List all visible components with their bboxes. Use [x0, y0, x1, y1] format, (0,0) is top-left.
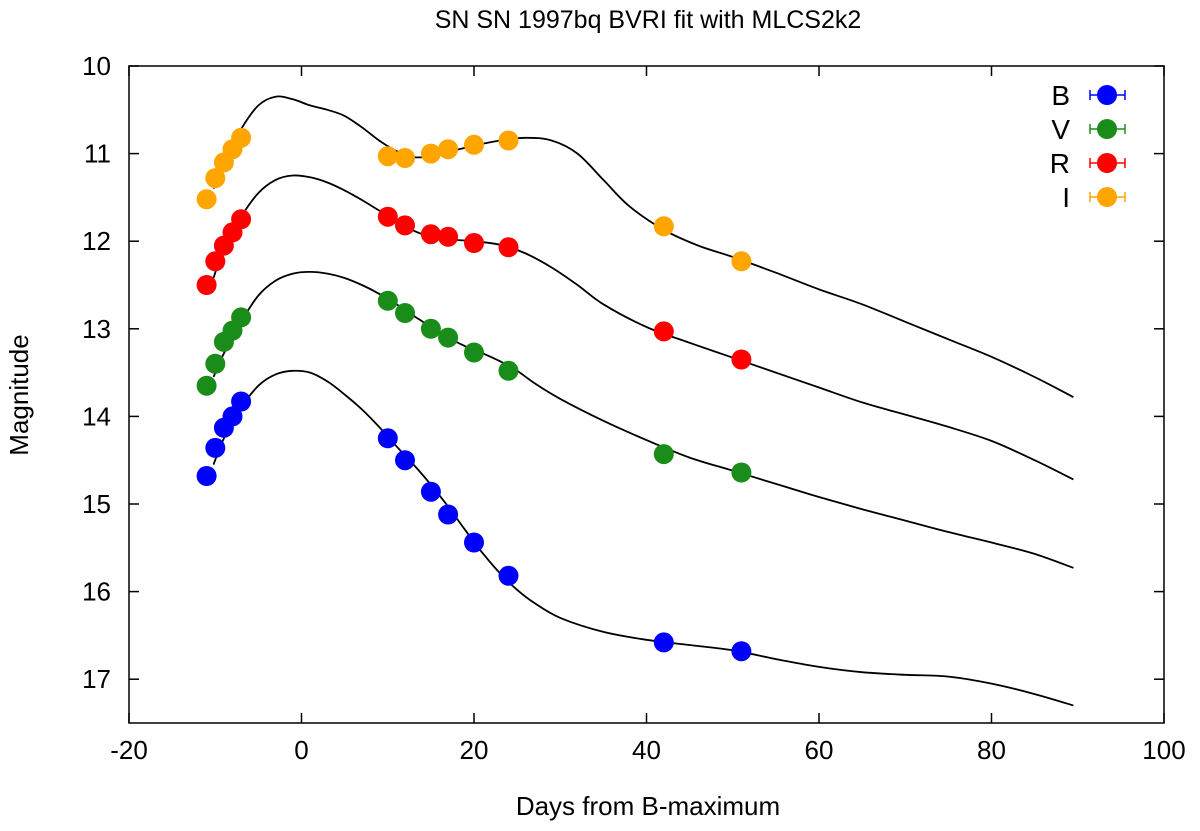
x-tick-label: 0 — [294, 735, 308, 765]
data-point-B — [231, 391, 252, 412]
data-point-B — [498, 565, 519, 586]
data-point-R — [731, 349, 752, 370]
x-axis-label: Days from B-maximum — [516, 791, 780, 821]
legend-marker-R — [1097, 153, 1117, 173]
data-point-I — [377, 146, 398, 167]
chart-title: SN SN 1997bq BVRI fit with MLCS2k2 — [435, 6, 862, 34]
data-point-B — [377, 428, 398, 449]
data-point-I — [653, 216, 674, 237]
data-points — [196, 127, 752, 662]
y-tick-label: 15 — [82, 489, 111, 519]
data-point-B — [731, 641, 752, 662]
data-point-B — [438, 504, 459, 525]
data-point-R — [205, 251, 226, 272]
data-point-R — [377, 206, 398, 227]
legend-marker-V — [1097, 119, 1117, 139]
data-point-B — [205, 437, 226, 458]
data-point-R — [420, 224, 441, 245]
model-curve-I — [212, 95, 1074, 398]
data-point-V — [464, 342, 484, 363]
y-tick-label: 12 — [82, 226, 111, 256]
data-point-I — [438, 139, 459, 160]
data-point-V — [231, 307, 252, 328]
data-point-B — [464, 532, 484, 553]
data-point-I — [395, 148, 415, 168]
data-point-R — [653, 321, 674, 342]
model-curve-V — [212, 270, 1074, 569]
legend-label-V: V — [1051, 114, 1070, 145]
y-tick-label: 16 — [82, 577, 111, 607]
data-point-R — [231, 209, 252, 230]
legend: BVRI — [1050, 80, 1126, 213]
x-tick-label: -20 — [110, 735, 148, 765]
y-tick-label: 13 — [82, 314, 111, 344]
legend-label-R: R — [1050, 148, 1070, 179]
data-point-I — [498, 130, 519, 151]
x-tick-label: 100 — [1142, 735, 1185, 765]
data-point-V — [438, 327, 459, 348]
plot-frame — [128, 65, 1165, 724]
x-tick-label: 40 — [632, 735, 661, 765]
x-axis: -20 0 20 40 60 80 100 — [110, 66, 1186, 765]
data-point-R — [196, 275, 217, 295]
legend-marker-I — [1097, 187, 1117, 207]
y-tick-label: 14 — [82, 401, 111, 431]
data-point-R — [498, 237, 519, 258]
model-curves — [212, 95, 1074, 707]
y-tick-label: 11 — [84, 139, 111, 169]
x-tick-label: 20 — [460, 735, 489, 765]
legend-label-I: I — [1062, 182, 1070, 213]
data-point-I — [231, 127, 252, 148]
x-tick-label: 80 — [977, 735, 1006, 765]
data-point-I — [464, 134, 484, 155]
y-tick-label: 10 — [82, 51, 111, 81]
data-point-I — [196, 189, 217, 210]
data-point-V — [420, 318, 441, 339]
model-curve-B — [212, 369, 1074, 707]
y-axis: 10 11 12 13 14 15 16 17 — [82, 51, 1164, 694]
data-point-R — [438, 226, 459, 247]
data-point-V — [205, 353, 226, 374]
data-point-V — [196, 375, 217, 396]
data-point-V — [395, 303, 415, 323]
data-point-V — [653, 444, 674, 465]
data-point-V — [731, 462, 752, 483]
legend-marker-B — [1097, 85, 1117, 105]
data-point-V — [377, 290, 398, 311]
data-point-V — [498, 360, 519, 381]
x-tick-label: 60 — [805, 735, 834, 765]
data-point-R — [464, 233, 484, 253]
y-tick-label: 17 — [82, 664, 111, 694]
y-axis-label: Magnitude — [4, 334, 34, 455]
data-point-B — [420, 481, 441, 502]
data-point-R — [395, 215, 415, 236]
data-point-B — [222, 406, 243, 427]
data-point-I — [731, 251, 752, 272]
data-point-B — [653, 632, 674, 653]
data-point-B — [196, 466, 217, 486]
data-point-I — [205, 168, 226, 189]
legend-label-B: B — [1051, 80, 1070, 111]
model-curve-R — [212, 174, 1074, 481]
data-point-B — [395, 450, 415, 471]
data-point-I — [420, 143, 441, 164]
